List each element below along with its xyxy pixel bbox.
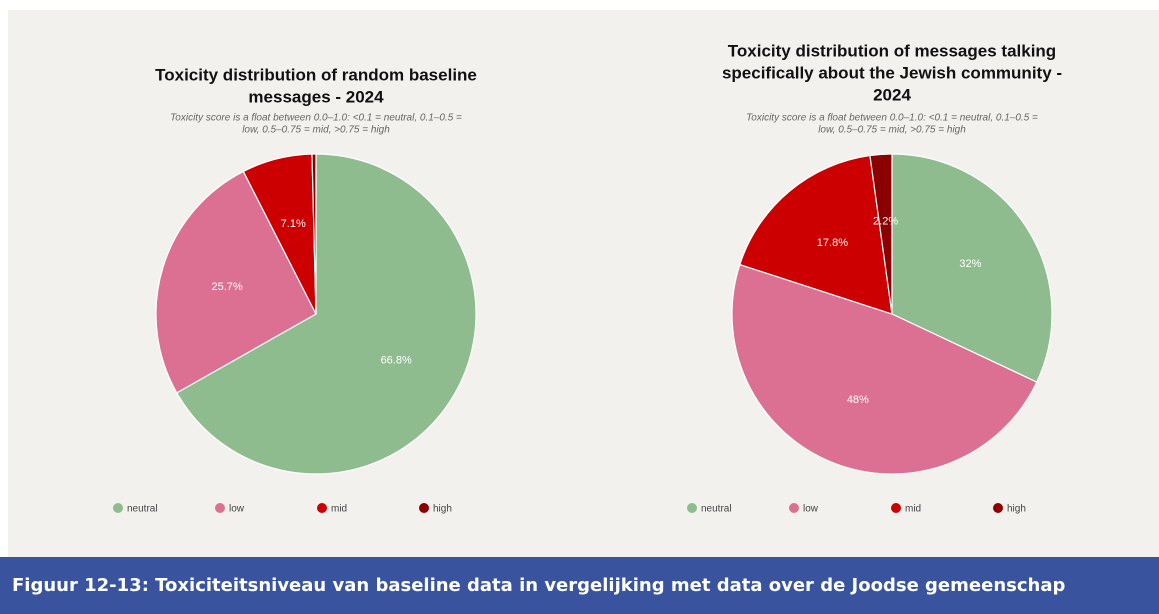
legend-label: low [803, 504, 819, 515]
legend-label: mid [331, 504, 347, 515]
slice-label: 17.8% [817, 237, 848, 249]
chart-title: Toxicity distribution of random baseline [155, 65, 477, 84]
caption: Figuur 12-13: Toxiciteitsniveau van base… [0, 557, 1159, 614]
slice-label: 48% [847, 394, 869, 406]
legend-label: mid [905, 504, 921, 515]
legend-label: high [1007, 504, 1026, 515]
pie-slice [739, 154, 893, 315]
chart-subtitle: low, 0.5–0.75 = mid, >0.75 = high [242, 125, 390, 136]
pie-slice [311, 153, 317, 315]
legend-label: neutral [701, 504, 732, 515]
pie-slice [155, 170, 317, 394]
slice-label: 7.1% [281, 218, 306, 230]
legend-marker [419, 503, 429, 513]
chart-title: specifically about the Jewish community … [722, 63, 1062, 82]
chart-title: messages - 2024 [248, 87, 384, 106]
chart-title: Toxicity distribution of messages talkin… [728, 41, 1056, 60]
legend-label: low [229, 504, 245, 515]
slice-label: 25.7% [212, 281, 243, 293]
legend-label: neutral [127, 504, 158, 515]
legend-marker [113, 503, 123, 513]
chart-title: 2024 [873, 85, 911, 104]
legend-marker [317, 503, 327, 513]
pie-slice [891, 153, 1053, 383]
slice-label: 66.8% [381, 355, 412, 367]
chart-subtitle: low, 0.5–0.75 = mid, >0.75 = high [818, 125, 966, 136]
legend-marker [215, 503, 225, 513]
pie-slice [869, 153, 893, 315]
legend-marker [891, 503, 901, 513]
slice-label: 32% [959, 258, 981, 270]
chart-subtitle: Toxicity score is a float between 0.0–1.… [170, 113, 462, 124]
slice-label: 2.2% [873, 215, 898, 227]
chart-subtitle: Toxicity score is a float between 0.0–1.… [746, 113, 1038, 124]
pie-slice [175, 153, 477, 475]
legend-label: high [433, 504, 452, 515]
charts: Toxicity distribution of random baseline… [8, 10, 1159, 557]
legend-marker [687, 503, 697, 513]
legend-marker [789, 503, 799, 513]
pie-slice [731, 263, 1038, 475]
legend-marker [993, 503, 1003, 513]
